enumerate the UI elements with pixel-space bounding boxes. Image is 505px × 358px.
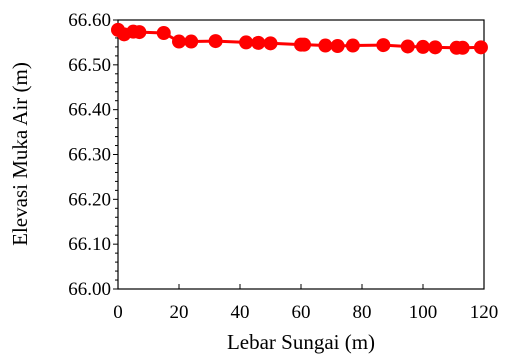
x-tick-label: 80 [353, 302, 372, 323]
series-layer [111, 22, 488, 55]
data-point [428, 40, 443, 55]
y-tick-label: 66.30 [68, 145, 111, 166]
x-axis-label: Lebar Sungai (m) [227, 330, 375, 354]
y-tick-label: 66.50 [68, 55, 111, 76]
plot-frame [117, 19, 485, 290]
data-point [297, 37, 312, 52]
data-point [251, 35, 266, 50]
data-point [156, 26, 171, 41]
data-point [455, 40, 470, 55]
y-tick-label: 66.00 [68, 279, 111, 300]
x-axis-ticks: 0 20 40 60 80 100 120 [113, 284, 498, 323]
y-tick-label: 66.40 [68, 100, 111, 121]
y-axis-label: Elevasi Muka Air (m) [8, 62, 32, 246]
y-tick-label: 66.20 [68, 189, 111, 210]
x-tick-label: 20 [170, 302, 189, 323]
y-tick-label: 66.10 [68, 234, 111, 255]
x-tick-label: 100 [409, 302, 438, 323]
data-point [239, 35, 254, 50]
data-point [184, 34, 199, 49]
y-tick-label: 66.60 [68, 10, 111, 31]
data-point [376, 38, 391, 53]
data-point [132, 25, 147, 40]
data-point [416, 39, 430, 54]
data-point [208, 34, 223, 49]
data-point [172, 34, 186, 49]
data-point [330, 39, 345, 54]
data-point [473, 40, 488, 55]
x-tick-label: 40 [231, 302, 250, 323]
data-point [400, 39, 415, 54]
data-point [318, 38, 333, 53]
x-tick-label: 0 [113, 302, 123, 323]
x-tick-label: 60 [292, 302, 311, 323]
x-tick-label: 120 [470, 302, 499, 323]
data-point [263, 36, 278, 51]
data-point [345, 38, 360, 53]
y-axis-ticks: 66.00 66.10 66.20 66.30 66.40 66.50 66.60 [68, 10, 118, 300]
